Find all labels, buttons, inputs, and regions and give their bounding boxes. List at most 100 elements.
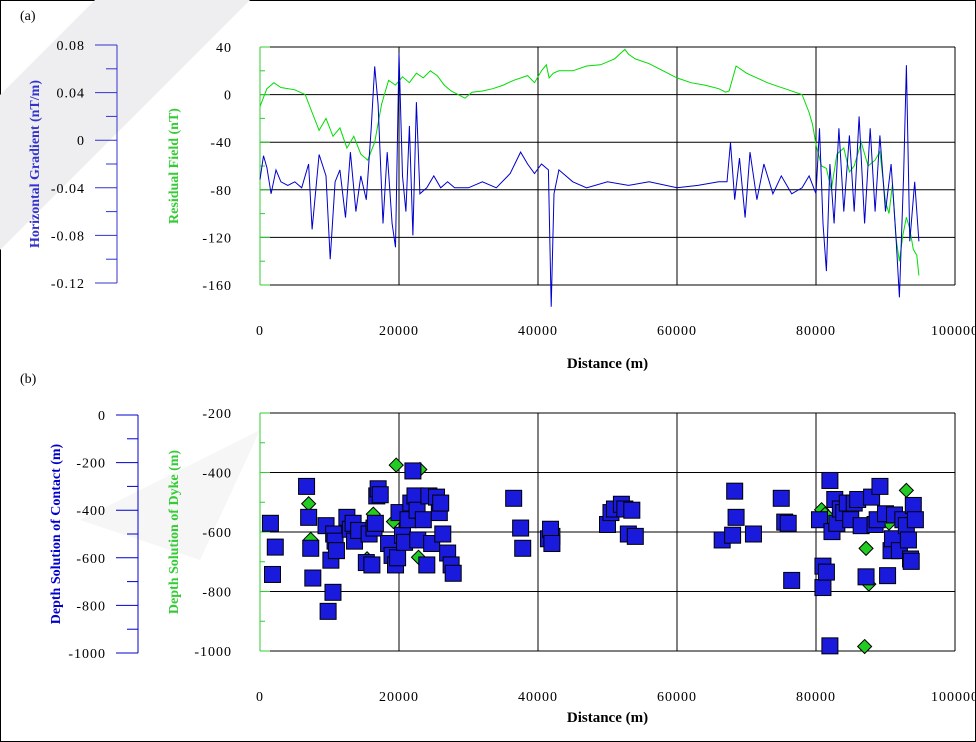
inner-tick-label: -120 bbox=[202, 231, 232, 246]
panel-a: (a) 0 20000 40000 60000 80000 100000 Distance (… bbox=[20, 9, 976, 372]
contact-point bbox=[779, 514, 797, 532]
dyke-point bbox=[388, 457, 404, 473]
contact-point bbox=[821, 637, 839, 655]
outer-axis-label: Depth Solution of Contact (m) bbox=[49, 443, 64, 624]
contact-point bbox=[879, 567, 897, 585]
inner-tick-label: -40 bbox=[210, 136, 232, 151]
watermark bbox=[0, 0, 260, 560]
outer-tick-label: 0.08 bbox=[57, 39, 86, 54]
series-1 bbox=[259, 53, 920, 307]
outer-tick-label: -1000 bbox=[68, 647, 106, 662]
contact-point bbox=[319, 602, 337, 620]
x-tick-label: 60000 bbox=[657, 324, 697, 339]
series-line bbox=[259, 53, 920, 307]
contact-point bbox=[266, 538, 284, 556]
outer-tick-label: 0.04 bbox=[57, 87, 86, 102]
x-tick-label: 0 bbox=[256, 324, 264, 339]
contact-point bbox=[300, 508, 318, 526]
x-tick-label: 20000 bbox=[379, 690, 419, 705]
panel-label: (b) bbox=[20, 372, 37, 387]
x-axis-label: Distance (m) bbox=[567, 356, 648, 372]
inner-tick-label: -160 bbox=[202, 279, 232, 294]
contact-point bbox=[626, 527, 644, 545]
contact-point bbox=[414, 511, 432, 529]
x-tick-label: 80000 bbox=[796, 690, 836, 705]
x-tick-label: 20000 bbox=[379, 324, 419, 339]
outer-tick-label: -0.12 bbox=[51, 277, 85, 292]
panel-b: (b) 0 20000 40000 60000 80000 100000 Distance (… bbox=[20, 372, 976, 726]
outer-axis-label: Horizontal Gradient (nT/m) bbox=[28, 80, 43, 248]
contact-point bbox=[371, 486, 389, 504]
inner-axis-label: Residual Field (nT) bbox=[167, 108, 182, 224]
contact-point bbox=[366, 514, 384, 532]
inner-tick-label: -80 bbox=[210, 184, 232, 199]
contact-point bbox=[542, 520, 560, 538]
contact-point bbox=[744, 525, 762, 543]
contact-point bbox=[727, 508, 745, 526]
contact-point bbox=[389, 549, 407, 567]
contact-point bbox=[906, 511, 924, 529]
contact-point bbox=[902, 552, 920, 570]
contact-point bbox=[363, 556, 381, 574]
contact-point bbox=[814, 579, 832, 597]
contact-point bbox=[810, 511, 828, 529]
contact-point bbox=[623, 501, 641, 519]
contact-point bbox=[298, 477, 316, 495]
inner-tick-label: -800 bbox=[202, 586, 232, 601]
contact-point bbox=[817, 563, 835, 581]
contact-point bbox=[512, 519, 530, 537]
x-tick-label: 60000 bbox=[657, 690, 697, 705]
x-tick-label: 100000 bbox=[931, 324, 976, 339]
outer-tick-label: -0.08 bbox=[51, 229, 85, 244]
outer-tick-label: -600 bbox=[76, 552, 106, 567]
outer-tick-label: -400 bbox=[76, 504, 106, 519]
contact-point bbox=[514, 539, 532, 557]
x-tick-label: 40000 bbox=[518, 324, 558, 339]
contact-point bbox=[904, 496, 922, 514]
series-line bbox=[259, 48, 920, 276]
contact-point bbox=[857, 568, 875, 586]
contact-point bbox=[726, 482, 744, 500]
inner-tick-label: -1000 bbox=[194, 645, 232, 660]
contact-point bbox=[324, 583, 342, 601]
outer-tick-label: -800 bbox=[76, 599, 106, 614]
contact-point bbox=[302, 539, 320, 557]
contact-point bbox=[432, 494, 450, 512]
contact-point bbox=[783, 571, 801, 589]
outer-tick-label: -0.04 bbox=[51, 182, 85, 197]
contact-point bbox=[264, 565, 282, 583]
x-tick-label: 80000 bbox=[796, 324, 836, 339]
outer-tick-label: -200 bbox=[76, 457, 106, 472]
series-0 bbox=[259, 48, 920, 276]
outer-tick-label: 0 bbox=[77, 134, 85, 149]
x-tick-label: 0 bbox=[256, 690, 264, 705]
x-axis-label: Distance (m) bbox=[567, 710, 648, 726]
x-tick-label: 40000 bbox=[518, 690, 558, 705]
inner-tick-label: -600 bbox=[202, 526, 232, 541]
contact-point bbox=[434, 525, 452, 543]
inner-axis-label: Depth Solution of Dyke (m) bbox=[167, 450, 182, 614]
contact-point bbox=[724, 526, 742, 544]
x-tick-label: 100000 bbox=[931, 690, 976, 705]
inner-tick-label: -200 bbox=[202, 407, 232, 422]
series-1 bbox=[261, 462, 924, 655]
inner-tick-label: 40 bbox=[216, 41, 232, 56]
contact-point bbox=[418, 556, 436, 574]
contact-point bbox=[444, 564, 462, 582]
dyke-point bbox=[858, 540, 874, 557]
contact-point bbox=[899, 531, 917, 549]
contact-point bbox=[404, 462, 422, 480]
dyke-point bbox=[856, 638, 873, 655]
contact-point bbox=[505, 489, 523, 507]
contact-point bbox=[304, 569, 322, 587]
inner-tick-label: 0 bbox=[224, 89, 232, 104]
contact-point bbox=[821, 471, 839, 489]
contact-point bbox=[261, 514, 279, 532]
outer-tick-label: 0 bbox=[98, 409, 106, 424]
panel-label: (a) bbox=[20, 9, 36, 24]
contact-point bbox=[772, 489, 790, 507]
grid bbox=[260, 46, 956, 286]
contact-point bbox=[543, 535, 561, 553]
